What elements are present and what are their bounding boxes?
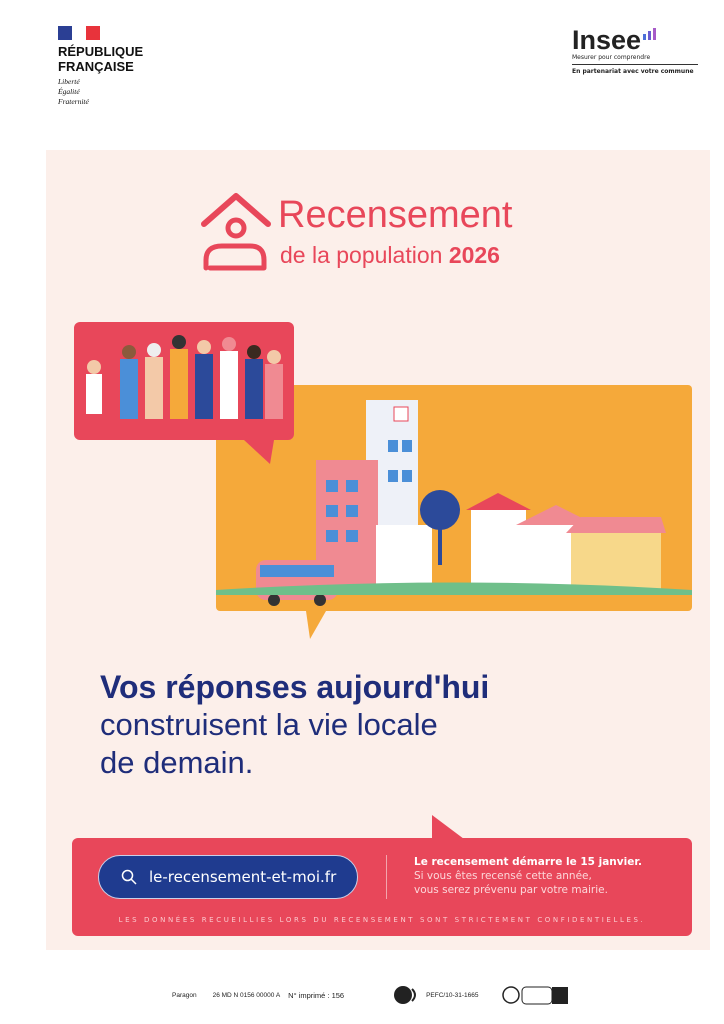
republique-francaise-logo: RÉPUBLIQUE FRANÇAISE Liberté Égalité Frater…: [58, 26, 143, 107]
devise: Liberté Égalité Fraternité: [58, 77, 89, 106]
headline: Vos réponses aujourd'hui construisent la…: [100, 669, 490, 780]
house-person-icon: [201, 193, 271, 271]
bars-icon: [643, 28, 657, 40]
census-info: Le recensement démarre le 15 janvier. Si…: [414, 856, 643, 896]
divider: [386, 855, 387, 899]
pefc-logo-icon: [394, 986, 417, 1004]
french-flag-icon: [58, 26, 100, 40]
print-footer: Paragon 26 MD N 0156 00000 A N° imprimé …: [172, 985, 572, 1005]
people-illustration: [86, 335, 283, 464]
insee-logo: Insee Mesurer pour comprendre En partena…: [572, 26, 698, 75]
city-illustration-panel: [216, 385, 692, 639]
website-search-button[interactable]: le-recensement-et-moi.fr: [98, 855, 358, 899]
confidentiality-notice: LES DONNÉES RECUEILLIES LORS DU RECENSEM…: [118, 916, 646, 924]
speech-bubble-tail: [432, 815, 464, 839]
people-illustration-panel: [74, 322, 294, 464]
city-illustration: [216, 400, 692, 639]
info-banner: le-recensement-et-moi.fr Le recensement …: [72, 838, 692, 936]
website-url[interactable]: le-recensement-et-moi.fr: [149, 868, 337, 886]
rf-name: RÉPUBLIQUE FRANÇAISE: [58, 44, 144, 74]
search-icon: [121, 869, 137, 885]
recycling-icons: [502, 986, 569, 1005]
